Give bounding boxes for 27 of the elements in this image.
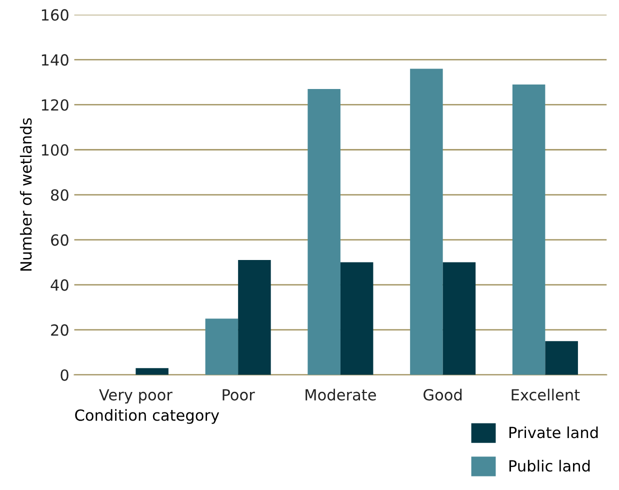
y-tick-label: 20 — [51, 324, 68, 336]
bar — [410, 68, 443, 375]
x-axis-title: Condition category — [75, 409, 220, 424]
x-tick-label: Very poor — [99, 389, 172, 404]
bar — [340, 262, 374, 375]
y-tick-label: 0 — [60, 369, 68, 381]
x-tick-label: Poor — [222, 389, 255, 401]
bar — [442, 262, 476, 375]
bar — [205, 318, 238, 375]
y-tick-label: 40 — [50, 279, 68, 291]
y-axis-title: Number of wetlands — [20, 118, 32, 271]
bar — [238, 260, 271, 375]
bar — [545, 341, 578, 375]
y-tick-label: 100 — [42, 144, 68, 156]
y-tick-label: 80 — [51, 189, 68, 201]
y-tick-label: 120 — [42, 99, 68, 111]
bar — [308, 88, 340, 375]
legend-label: Public land — [509, 460, 590, 472]
x-tick-label: Moderate — [306, 388, 376, 401]
y-tick-label: 160 — [42, 9, 68, 21]
x-tick-label: Good — [424, 388, 462, 401]
y-tick-label: 60 — [51, 234, 68, 246]
y-tick-label: 140 — [42, 54, 68, 66]
legend-label: Private land — [509, 426, 598, 438]
bar — [512, 84, 546, 375]
bar — [136, 368, 168, 375]
x-tick-label: Excellent — [512, 388, 580, 401]
